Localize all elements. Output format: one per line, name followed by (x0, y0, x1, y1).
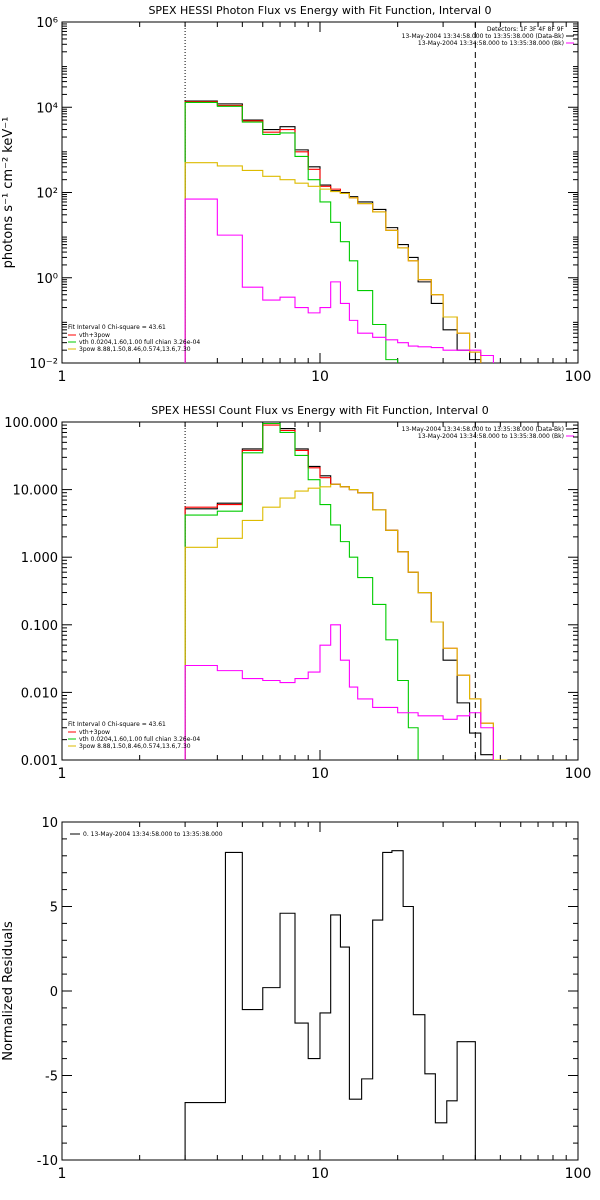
series-line-vth (184, 101, 399, 363)
chart-title: SPEX HESSI Photon Flux vs Energy with Fi… (148, 4, 491, 17)
x-tick-label: 10 (311, 766, 329, 782)
x-tick-label: 1 (58, 766, 67, 782)
x-tick-label: 100 (565, 369, 592, 385)
chart-title: SPEX HESSI Count Flux vs Energy with Fit… (151, 404, 488, 417)
residuals-panel: 1 10 100 -10 -5 0 5 10 Normalized Residuals 0. 13… (1, 816, 591, 1182)
legend-entry: 13-May-2004 13:34:58.000 to 13:35:38.000… (418, 433, 564, 440)
y-tick-label: 0.100 (21, 619, 58, 634)
legend-entry: 13-May-2004 13:34:58.000 to 13:35:38.000… (418, 40, 564, 47)
x-tick-label: 10 (311, 369, 329, 385)
legend-entry: 0. 13-May-2004 13:34:58.000 to 13:35:38.… (83, 831, 223, 838)
series-line-vth-3pow (184, 424, 508, 760)
y-tick-label: 0 (50, 985, 58, 1000)
series-line-data-bk (184, 100, 494, 363)
y-tick-label: 10.000 (13, 484, 59, 499)
series-line-vth (184, 422, 419, 760)
series-line-3pow (184, 483, 508, 760)
y-tick-label: 10² (36, 187, 58, 202)
series-line-vth-3pow (184, 101, 482, 363)
x-tick-label: 1 (58, 369, 67, 385)
legend-entry: Detectors: 1F 3F 4F 8F 9F (487, 26, 565, 33)
y-tick-label: 0.010 (21, 686, 58, 701)
legend-entry: vth 0.0204,1.60,1.00 full chian 3.26e-04 (79, 339, 200, 346)
series-line-3pow (184, 162, 482, 363)
y-tick-label: 10⁶ (36, 16, 58, 31)
series-group (184, 422, 508, 760)
legend-entry: vth+3pow (79, 332, 110, 339)
photon-flux-panel: SPEX HESSI Photon Flux vs Energy with Fi… (1, 4, 592, 385)
legend-entry: 13-May-2004 13:34:58.000 to 13:35:38.000… (402, 426, 564, 433)
y-axis-label: photons s⁻¹ cm⁻² keV⁻¹ (1, 117, 16, 269)
y-tick-label: 5 (50, 901, 58, 916)
series-line-bk (184, 198, 494, 363)
y-axis-label: Normalized Residuals (1, 921, 16, 1061)
legend-entry: 13-May-2004 13:34:58.000 to 13:35:38.000… (402, 33, 564, 40)
legend-entry: 3pow 8.88,1.50,8.46,0.574,13.6,7.30 (79, 346, 191, 353)
series-line-bk (184, 624, 494, 760)
legend-entry: vth 0.0204,1.60,1.00 full chian 3.26e-04 (79, 736, 200, 743)
y-tick-label: 100.000 (4, 416, 58, 431)
y-tick-label: 10⁰ (36, 272, 58, 287)
y-tick-label: 10⁻² (29, 357, 58, 372)
x-tick-label: 1 (58, 1166, 67, 1182)
series-group (184, 850, 476, 1160)
plot-frame (61, 821, 579, 1161)
y-tick-label: 10 (41, 816, 58, 831)
legend-entry: 3pow 8.88,1.50,8.46,0.574,13.6,7.30 (79, 743, 191, 750)
series-group (184, 100, 494, 363)
y-tick-label: -5 (45, 1070, 58, 1085)
fit-interval-label: Fit Interval 0 Chi-square = 43.61 (68, 721, 166, 728)
y-tick-label: -10 (37, 1154, 58, 1169)
count-flux-panel: SPEX HESSI Count Flux vs Energy with Fit… (4, 404, 592, 782)
y-tick-label: 1.000 (21, 551, 58, 566)
series-line-data-bk (184, 422, 508, 760)
legend-entry: vth+3pow (79, 729, 110, 736)
series-line-residuals (184, 850, 476, 1160)
x-tick-label: 100 (565, 1166, 592, 1182)
y-tick-label: 10⁴ (36, 101, 58, 116)
fit-interval-label: Fit Interval 0 Chi-square = 43.61 (68, 324, 166, 331)
x-tick-label: 10 (311, 1166, 329, 1182)
x-tick-label: 100 (565, 766, 592, 782)
y-tick-label: 0.001 (21, 754, 58, 769)
